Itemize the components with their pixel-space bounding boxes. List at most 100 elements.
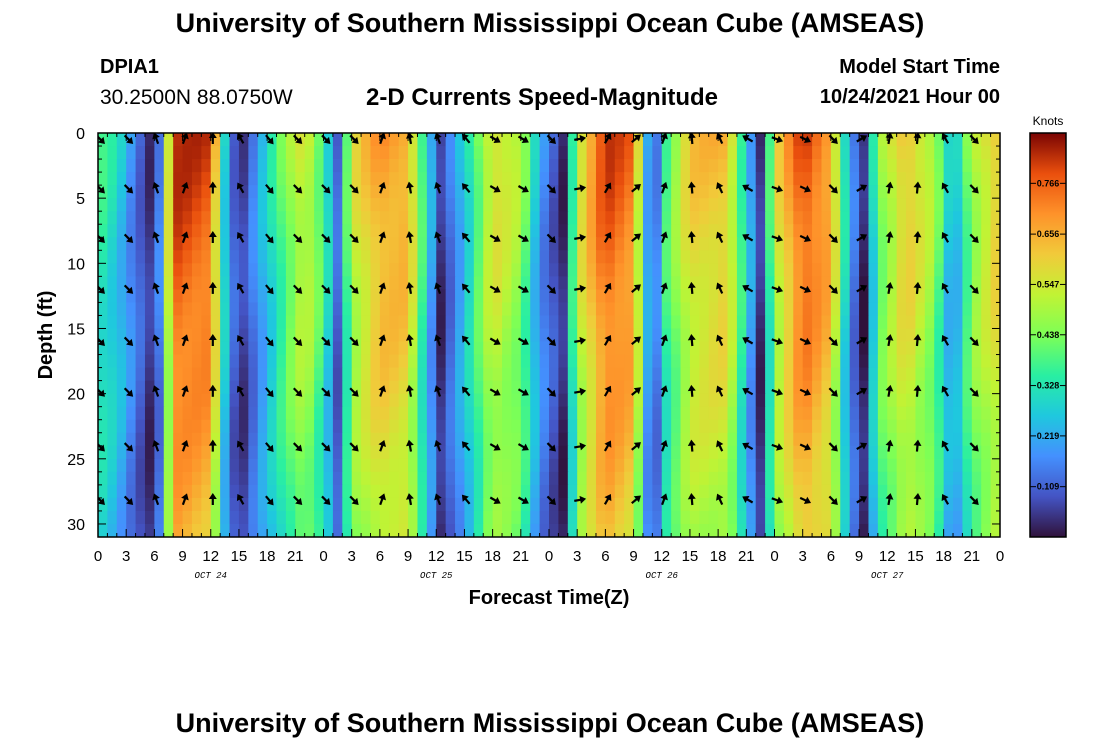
heat-cell <box>689 471 700 486</box>
heat-cell <box>210 289 221 304</box>
heat-cell <box>699 497 710 512</box>
heat-cell <box>398 432 409 447</box>
heat-cell <box>990 250 1000 264</box>
heat-cell <box>896 458 907 473</box>
heat-cell <box>389 224 400 238</box>
vector-arrow <box>631 284 641 293</box>
heat-cell <box>116 146 127 160</box>
heat-cell <box>962 406 973 421</box>
heat-cell <box>473 380 484 395</box>
heat-cell <box>924 237 935 251</box>
heat-cell <box>248 328 259 343</box>
heat-cell <box>652 432 663 447</box>
heat-cell <box>483 315 494 330</box>
heat-cell <box>238 328 249 343</box>
heat-cell <box>680 354 691 369</box>
heat-cell <box>736 315 747 330</box>
vector-arrow <box>181 181 189 194</box>
heat-cell <box>173 484 184 499</box>
heat-cell <box>511 263 522 277</box>
heat-cell <box>708 250 719 264</box>
heat-cell <box>887 289 898 304</box>
x-tick-label: 0 <box>545 548 553 565</box>
heat-cell <box>332 263 343 277</box>
heat-cell <box>220 276 231 290</box>
heat-cell <box>436 458 447 473</box>
heat-cell <box>840 380 851 395</box>
heat-cell <box>464 393 475 408</box>
heat-cell <box>295 315 306 330</box>
heat-cell <box>671 367 682 382</box>
heat-cell <box>567 159 578 173</box>
heat-cell <box>285 445 296 460</box>
heat-cell <box>671 510 682 525</box>
heat-cell <box>520 237 531 251</box>
heat-cell <box>718 380 729 395</box>
heat-cell <box>220 341 231 356</box>
heat-cell <box>238 289 249 304</box>
heat-cell <box>981 250 992 264</box>
heat-cell <box>906 432 917 447</box>
heat-cell <box>492 172 503 186</box>
vector-arrow <box>123 336 134 346</box>
heat-cell <box>332 484 343 499</box>
heat-cell <box>248 276 259 290</box>
heat-cell <box>605 224 616 238</box>
heat-cell <box>812 406 823 421</box>
heat-cell <box>953 393 964 408</box>
heat-cell <box>154 341 165 356</box>
heat-cell <box>426 302 437 317</box>
heat-cell <box>116 159 127 173</box>
heat-cell <box>257 367 268 382</box>
heat-cell <box>859 224 870 238</box>
heat-cell <box>971 445 982 460</box>
vector-arrow <box>913 231 922 244</box>
heat-cell <box>981 380 992 395</box>
heat-cell <box>915 510 926 525</box>
heat-cell <box>849 458 860 473</box>
heat-cell <box>107 458 118 473</box>
heat-cell <box>605 432 616 447</box>
heat-cell <box>135 419 146 434</box>
heat-cell <box>314 276 325 290</box>
heat-cell <box>314 172 325 186</box>
x-tick-label: 12 <box>653 548 670 565</box>
vector-arrow <box>517 388 529 396</box>
heat-cell <box>924 198 935 212</box>
heat-cell <box>558 159 569 173</box>
heat-cell <box>708 432 719 447</box>
heat-cell <box>135 276 146 290</box>
heat-cell <box>990 185 1000 199</box>
heat-cell <box>642 471 653 486</box>
heat-cell <box>257 146 268 160</box>
heat-cell <box>408 484 419 499</box>
heat-cell <box>718 250 729 264</box>
heat-cell <box>802 302 813 317</box>
heat-cell <box>445 224 456 238</box>
heat-cell <box>812 458 823 473</box>
heat-cell <box>492 276 503 290</box>
heat-cell <box>295 302 306 317</box>
heat-cell <box>906 289 917 304</box>
heat-cell <box>511 328 522 343</box>
heat-cell <box>257 133 268 147</box>
heat-cell <box>267 471 278 486</box>
heat-cell <box>689 328 700 343</box>
heat-cell <box>182 185 193 199</box>
heat-cell <box>802 484 813 499</box>
heat-cell <box>774 471 785 486</box>
heat-cell <box>830 328 841 343</box>
heat-cell <box>267 419 278 434</box>
heat-cell <box>887 523 898 537</box>
heat-cell <box>520 484 531 499</box>
vector-arrow <box>799 337 812 346</box>
heat-cell <box>614 315 625 330</box>
heat-cell <box>116 367 127 382</box>
heat-cell <box>389 510 400 525</box>
heat-cell <box>426 133 437 147</box>
heat-cell <box>473 445 484 460</box>
heat-cell <box>492 250 503 264</box>
heat-cell <box>445 276 456 290</box>
heat-cell <box>849 224 860 238</box>
heat-cell <box>445 380 456 395</box>
